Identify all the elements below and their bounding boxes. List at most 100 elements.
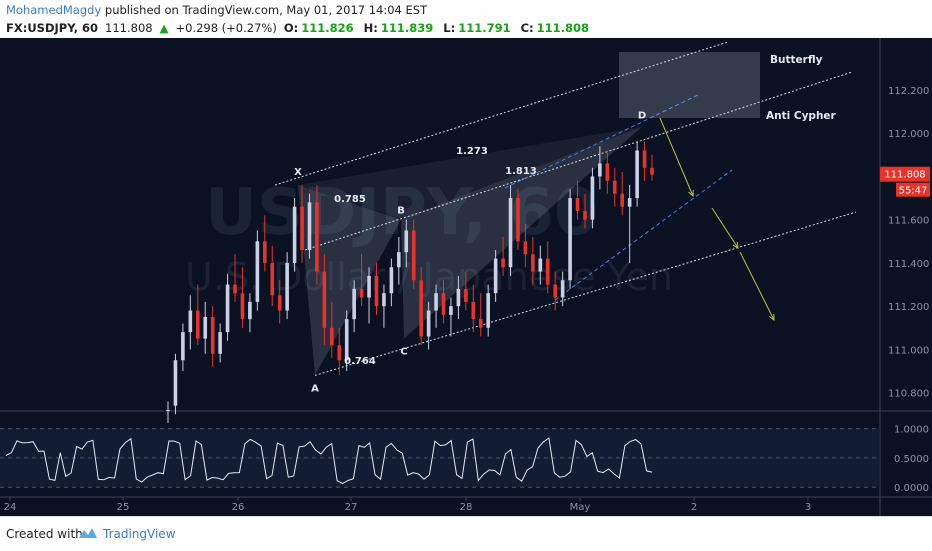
close-value: 111.808 [536,21,590,35]
price-tick-label: 111.000 [888,345,929,356]
candle-body [449,306,453,315]
candle-body [285,262,289,311]
candle-body [203,317,208,339]
time-tick-label: 28 [460,502,473,513]
candle-body [292,206,297,263]
candle-body [218,332,222,354]
candle-body [195,310,200,339]
last-price-tag-text: 111.808 [884,170,925,181]
symbol-label[interactable]: FX:USDJPY, 60 [6,21,98,35]
author-link[interactable]: MohamedMagdy [6,3,102,17]
inner-channel-upper [504,93,701,189]
candle-body [389,267,394,294]
candle-body [322,271,327,328]
pattern-point-b: B [397,206,405,217]
candle-body [456,288,461,307]
projection-arrow [739,251,775,321]
candle-body [315,202,319,272]
candle-body [568,198,572,281]
candle-body [583,211,587,220]
price-tick-label: 112.000 [888,129,929,140]
candle-body [464,288,468,302]
candle-body [471,301,476,320]
candle-body [210,317,215,354]
price-tick-label: 111.400 [888,259,929,270]
high-value: 111.839 [380,21,434,35]
candle-body [225,284,230,333]
candle-body [642,150,647,168]
pattern-triangle-bcd [401,126,642,339]
chart-svg[interactable]: USDJPY, 60U.S. Dollar / Japanese Yen112.… [0,38,932,516]
candle-body [560,280,565,298]
candle-body [382,293,386,307]
candle-body [411,230,416,281]
candle-body [330,327,334,346]
candle-body [233,284,237,294]
price-tick-label: 112.200 [888,86,929,97]
candle-body [598,163,602,177]
price-change: +0.298 (+0.27%) [175,21,277,35]
candle-body [575,198,580,212]
candle-body [486,293,490,328]
tradingview-link[interactable]: TradingView [103,527,176,541]
price-tick-label: 111.200 [888,302,929,313]
chart-header: MohamedMagdy published on TradingView.co… [0,0,932,38]
candle-body [240,293,245,320]
candle-body [181,332,185,361]
candle-body [501,258,505,268]
candle-body [426,310,431,337]
candle-body [300,206,304,250]
channel-top-line [274,41,729,186]
pattern-wing [298,126,642,220]
time-tick-label: 27 [345,502,358,513]
high-label: H: 111.839 [363,21,434,35]
projection-arrow-head [768,313,775,322]
candle-body [650,167,654,175]
candle-body [635,150,639,199]
projection-arrow-head [688,189,694,198]
candle-body [478,319,483,328]
candle-body [441,293,446,315]
candle-body [277,295,282,311]
pattern-point-d: D [638,111,646,122]
prz-zone-box [619,52,760,118]
zone-label-anti-cypher: Anti Cypher [766,110,837,122]
last-price: 111.808 [105,21,153,35]
close-label: C: 111.808 [520,21,590,35]
pattern-point-a: A [311,383,319,394]
candle-body [352,288,356,320]
publish-info: MohamedMagdy published on TradingView.co… [6,3,427,17]
published-text: published on TradingView.com, May 01, 20… [104,3,428,17]
footer: Created with TradingView [0,516,932,551]
projection-arrow-head [732,241,739,249]
candle-body [255,241,260,302]
candle-body [508,198,513,268]
low-label: L: 111.791 [443,21,511,35]
candle-body [545,258,550,285]
projection-arrow [659,117,694,197]
time-tick-label: 2 [691,502,697,513]
price-tick-label: 111.600 [888,216,929,227]
candle-body [404,230,409,253]
tradingview-logo-icon[interactable] [78,526,98,540]
candle-body [620,193,625,207]
candle-body [612,180,617,194]
candle-body [538,258,543,272]
last-price-tag [880,166,930,182]
fib-ratio-label: 0.785 [334,194,366,205]
inner-channel-lower [554,169,733,301]
chart-area[interactable]: USDJPY, 60 U.S. Dollar / Japanese Yen 112.… [0,38,932,516]
candle-body [419,280,423,337]
created-with-text: Created with [6,527,83,541]
price-tick-label: 110.800 [888,389,929,400]
candle-body [337,345,342,361]
candle-body [434,293,438,311]
time-tick-label: 24 [4,502,17,513]
oscillator-tick-label: 0.0000 [894,483,929,494]
oscillator-tick-label: 0.5000 [894,454,929,465]
zone-label-butterfly: Butterfly [770,54,823,66]
candle-body [627,198,632,207]
oscillator-tick-label: 1.0000 [894,425,929,436]
low-value: 111.791 [458,21,511,35]
countdown-tag [896,182,930,197]
